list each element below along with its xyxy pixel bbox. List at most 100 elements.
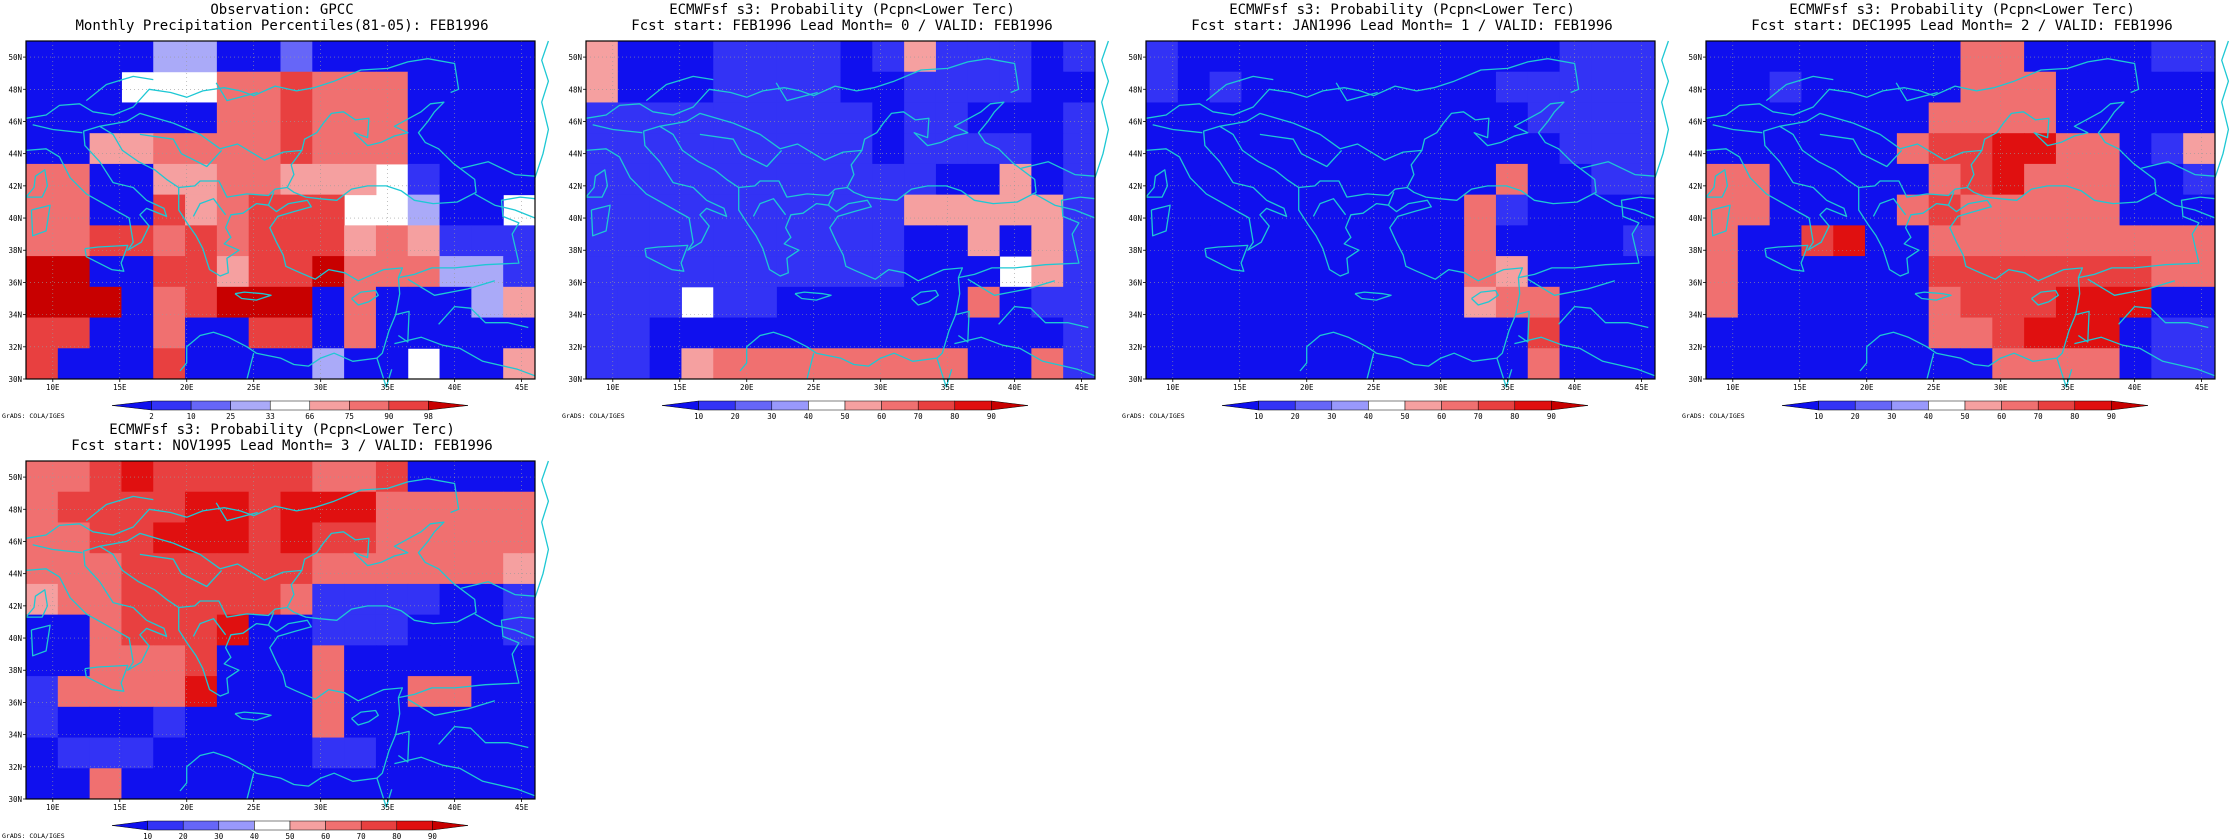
colorbar-label: 2	[149, 412, 154, 420]
grid-cell	[375, 256, 409, 288]
colorbar-swatch	[147, 820, 184, 831]
grid-cell	[1896, 348, 1930, 380]
grid-cell	[713, 41, 746, 73]
grid-cell	[185, 583, 218, 616]
grid-cell	[503, 676, 536, 708]
grid-cell	[808, 71, 841, 103]
grid-cell	[1737, 102, 1771, 134]
grid-cell	[439, 645, 472, 677]
grid-cell	[216, 163, 250, 196]
grid-cell	[312, 317, 345, 349]
grid-cell	[586, 41, 619, 73]
lon-tick-label: 30E	[314, 803, 328, 812]
grid-cell	[185, 768, 218, 800]
grid-cell	[26, 348, 59, 380]
grid-cell	[1432, 317, 1465, 349]
grid-cell	[2024, 256, 2057, 288]
grid-cell	[375, 583, 409, 616]
lat-tick-label: 34N	[568, 311, 582, 320]
coastline	[534, 40, 550, 179]
coastlines	[25, 460, 550, 808]
grads-credit: GrADS: COLA/IGES	[2, 412, 65, 420]
grid-cell	[1801, 71, 1834, 103]
grid-cell	[1737, 256, 1771, 288]
grid-cell	[872, 41, 905, 73]
panel-title: ECMWFsf s3: Probability (Pcpn<Lower Terc…	[109, 422, 455, 438]
colorbar-label: 70	[2034, 412, 2044, 420]
colorbar-swatch	[230, 400, 271, 411]
lat-tick-label: 36N	[1128, 278, 1142, 287]
grid-cell	[1865, 71, 1898, 103]
grid-cell	[1241, 286, 1274, 319]
grid-cell	[1527, 163, 1561, 196]
grid-cell	[1432, 348, 1465, 380]
grid-cell	[185, 522, 218, 554]
coastline	[267, 612, 275, 626]
coastline	[2118, 305, 2209, 329]
colorbar-swatch	[917, 400, 956, 411]
grid-cell	[185, 348, 218, 380]
grid-cell	[1928, 71, 1961, 103]
grid-cell	[280, 225, 313, 257]
grid-cell	[439, 225, 472, 257]
grid-cell	[57, 71, 91, 103]
grid-cell	[967, 133, 1001, 165]
lat-tick-label: 34N	[1128, 311, 1142, 320]
colorbar-end	[428, 400, 469, 411]
grid-cell	[216, 583, 250, 616]
colorbar-label: 30	[1327, 412, 1337, 420]
colorbar-end	[1551, 400, 1589, 411]
grid-cell	[617, 348, 651, 380]
colorbar-swatch	[844, 400, 882, 411]
lon-tick-label: 25E	[247, 803, 261, 812]
grid-cell	[471, 491, 504, 523]
grid-cell	[1031, 225, 1064, 257]
grid-cell	[439, 737, 472, 769]
grid-cell	[1527, 317, 1561, 349]
panel-subtitle: Fcst start: JAN1996 Lead Month= 1 / VALI…	[1191, 18, 1612, 34]
grid-cell	[967, 286, 1001, 319]
coastline	[1712, 124, 1763, 134]
grid-cell	[1623, 286, 1656, 319]
colorbar-end	[111, 820, 148, 831]
grid-cell	[1833, 102, 1866, 134]
lat-tick-label: 34N	[1688, 311, 1702, 320]
coastline	[1406, 101, 1597, 205]
coastline	[394, 756, 536, 797]
grid-cell	[713, 102, 746, 134]
coastline	[84, 664, 129, 692]
coastline	[32, 544, 83, 554]
lon-tick-label: 10E	[606, 383, 620, 392]
grid-cell	[1495, 71, 1529, 103]
coastline	[775, 82, 818, 102]
grid-cell	[503, 553, 536, 585]
grid-cell	[808, 163, 841, 196]
grid-cell	[2183, 102, 2216, 134]
grid-cell	[1559, 163, 1592, 196]
grid-cell	[1833, 256, 1866, 288]
panel-title: ECMWFsf s3: Probability (Pcpn<Lower Terc…	[1789, 2, 2135, 18]
colorbar-swatch	[1854, 400, 1893, 411]
grid-cell	[375, 71, 409, 103]
lat-tick-label: 50N	[8, 473, 22, 482]
lat-tick-label: 40N	[1688, 214, 1702, 223]
grads-credit: GrADS: COLA/IGES	[1682, 412, 1745, 420]
grid-cell	[1591, 225, 1624, 257]
grid-cell	[280, 768, 313, 800]
grid-cell	[1591, 348, 1624, 380]
grid-cell	[503, 286, 536, 319]
grid-cell	[2087, 133, 2121, 165]
grid-cell	[26, 768, 59, 800]
grid-cell	[121, 614, 154, 646]
grid-cell	[745, 41, 778, 73]
lat-tick-label: 42N	[8, 182, 22, 191]
grid-cell	[471, 348, 504, 380]
coastline	[246, 353, 255, 380]
grid-cell	[280, 645, 313, 677]
grid-cell	[439, 163, 472, 196]
grid-cell	[2055, 348, 2089, 380]
grid-cell	[2183, 256, 2216, 288]
grid-cell	[1209, 102, 1242, 134]
grid-cell	[248, 133, 281, 165]
